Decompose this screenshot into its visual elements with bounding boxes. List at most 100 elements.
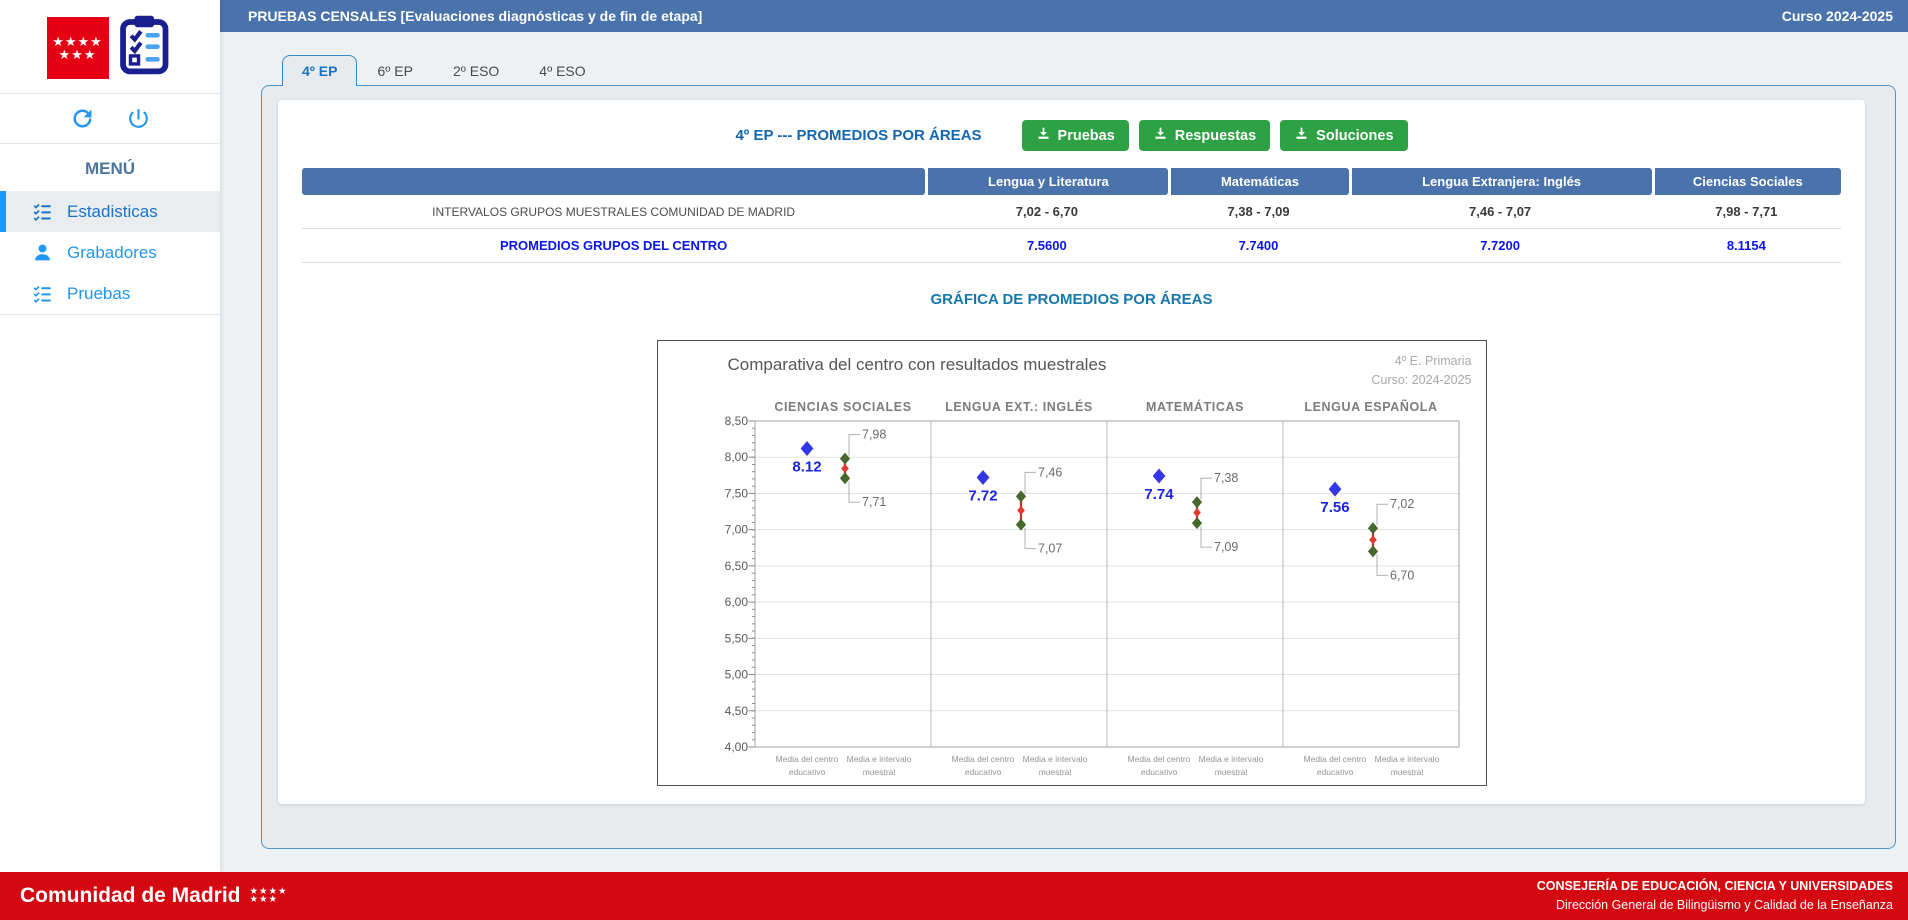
x-category-label: Media del centro [1127,754,1190,764]
interval-low-label: 7,07 [1038,542,1062,556]
interval-high-label: 7,02 [1390,497,1414,511]
table-value-cell: 7.7200 [1348,229,1652,263]
button-label: Pruebas [1057,127,1115,144]
divider [0,314,220,315]
sidebar-item-label: Pruebas [67,283,131,303]
sidebar-item-estadisticas[interactable]: Estadisticas [0,191,220,232]
center-mean-point [1152,468,1165,484]
refresh-icon[interactable] [69,105,96,132]
y-tick-label: 5,50 [724,631,748,645]
footer-brand: Comunidad de Madrid [20,884,241,907]
table-value-cell: 7,38 - 7,09 [1168,195,1349,229]
interval-mean-point [840,463,849,473]
averages-table: Lengua y Literatura Matemáticas Lengua Ext… [302,168,1841,263]
section-title: 4º EP --- PROMEDIOS POR ÁREAS [735,127,982,144]
madrid-flag-logo: ★★★★ ★★★ [46,16,109,79]
table-value-cell: 7,98 - 7,71 [1651,195,1841,229]
center-mean-label: 7.56 [1320,499,1349,516]
y-tick-label: 7,00 [724,523,748,537]
x-category-label: Media e intervalo [1022,754,1087,764]
person-icon [32,242,53,263]
y-tick-label: 6,50 [724,559,748,573]
column-header-matem-ticas: Matemáticas [1168,168,1349,195]
chart-panel-lengua-espa-ola: LENGUA ESPAÑOLA 7,02 6,70 7.56 Media del cen… [1303,399,1439,777]
x-category-label: muestral [1038,767,1071,777]
app-logo: ★★★★ ★★★ [0,0,220,93]
footer-stars-icon: ★★★★ ★★★ [249,886,288,905]
chart-panel-matem-ticas: MATEMÁTICAS 7,38 7,09 7.74 Media del centro e… [1127,399,1263,777]
sidebar-item-pruebas[interactable]: Pruebas [0,273,220,314]
table-value-cell: 8.1154 [1651,229,1841,263]
download-icon [1294,126,1309,145]
main-area: PRUEBAS CENSALES [Evaluaciones diagnósti… [220,0,1908,872]
menu-header: MENÚ [84,159,136,178]
tab-4-eso[interactable]: 4º ESO [539,63,586,79]
tab-2-eso[interactable]: 2º ESO [452,63,500,79]
table-value-cell: 7,02 - 6,70 [925,195,1169,229]
power-icon[interactable] [126,106,151,131]
sidebar-item-grabadores[interactable]: Grabadores [0,232,220,273]
x-category-label: Media e intervalo [1198,754,1263,764]
tab-bar: 4º EP 6º EP 2º ESO 4º ESO [220,55,1908,86]
interval-low-label: 7,71 [862,495,886,509]
table-value-cell: 7.5600 [925,229,1169,263]
checklist-icon [32,283,53,304]
soluciones-download-button[interactable]: Soluciones [1280,120,1408,151]
interval-high-label: 7,46 [1038,465,1062,479]
comparison-chart: 8,50 8,00 7,50 7,00 6,50 6,00 5,50 5,00 4,50 4,00… [724,399,1459,777]
y-tick-label: 7,50 [724,486,748,500]
chart-container: Comparativa del centro con resultados mu… [656,340,1487,786]
x-category-label: Media del centro [951,754,1014,764]
center-mean-label: 7.72 [968,488,997,505]
x-category-label: Media del centro [775,754,838,764]
footer: Comunidad de Madrid ★★★★ ★★★ CONSEJERÍA D… [0,872,1908,920]
panel-title: MATEMÁTICAS [1145,399,1243,414]
chart-corner-line1: 4º E. Primaria [1394,354,1472,368]
interval-low-point [1015,518,1026,531]
sidebar: ★★★★ ★★★ MENÚ Estadisticas Grabadores Prue [0,0,220,872]
x-category-label: educativo [1140,767,1177,777]
chart-heading: GRÁFICA DE PROMEDIOS POR ÁREAS [930,291,1213,308]
center-mean-point [1328,481,1341,497]
card-header-row: 4º EP --- PROMEDIOS POR ÁREAS Pruebas Res… [302,120,1841,151]
x-category-label: Media e intervalo [846,754,911,764]
respuestas-download-button[interactable]: Respuestas [1138,120,1271,151]
interval-mean-point [1368,535,1377,545]
sidebar-menu: Estadisticas Grabadores Pruebas [0,191,220,314]
panel-title: CIENCIAS SOCIALES [774,400,911,414]
chart-panel-ciencias-sociales: CIENCIAS SOCIALES 7,98 7,71 8.12 Media del c… [774,400,911,777]
interval-low-point [839,472,850,485]
interval-mean-point [1016,505,1025,515]
column-header-ciencias-sociales: Ciencias Sociales [1651,168,1841,195]
x-category-label: muestral [1214,767,1247,777]
page-title: PRUEBAS CENSALES [Evaluaciones diagnósti… [248,8,703,24]
interval-low-label: 6,70 [1390,568,1414,582]
tab-6-ep[interactable]: 6º EP [377,63,413,79]
pruebas-download-button[interactable]: Pruebas [1021,120,1129,151]
clipboard-logo-icon [118,14,174,81]
chart-title: Comparativa del centro con resultados mu… [727,355,1107,374]
column-header-lengua-extranjera-ingl-s: Lengua Extranjera: Inglés [1348,168,1652,195]
y-tick-label: 4,50 [724,704,748,718]
divider [0,93,220,94]
top-header-bar: PRUEBAS CENSALES [Evaluaciones diagnósti… [220,0,1908,32]
download-icon [1036,126,1051,145]
x-category-label: educativo [788,767,825,777]
x-category-label: educativo [1316,767,1353,777]
sidebar-item-label: Grabadores [67,242,157,262]
tab-4-ep[interactable]: 4º EP [282,55,358,86]
button-label: Respuestas [1174,127,1257,144]
interval-high-point [839,452,850,465]
center-mean-point [800,441,813,457]
footer-department: CONSEJERÍA DE EDUCACIÓN, CIENCIA Y UNIVE… [1536,879,1893,894]
sidebar-item-label: Estadisticas [67,201,158,221]
chart-corner-line2: Curso: 2024-2025 [1371,373,1472,388]
interval-high-label: 7,38 [1214,471,1238,485]
row-label: INTERVALOS GRUPOS MUESTRALES COMUNIDAD D… [302,195,926,229]
download-buttons: Pruebas Respuestas Soluciones [1021,120,1408,151]
x-category-label: educativo [964,767,1001,777]
x-category-label: muestral [862,767,895,777]
interval-high-label: 7,98 [862,428,886,442]
interval-mean-point [1192,508,1201,518]
column-header-lengua-y-literatura: Lengua y Literatura [925,168,1169,195]
